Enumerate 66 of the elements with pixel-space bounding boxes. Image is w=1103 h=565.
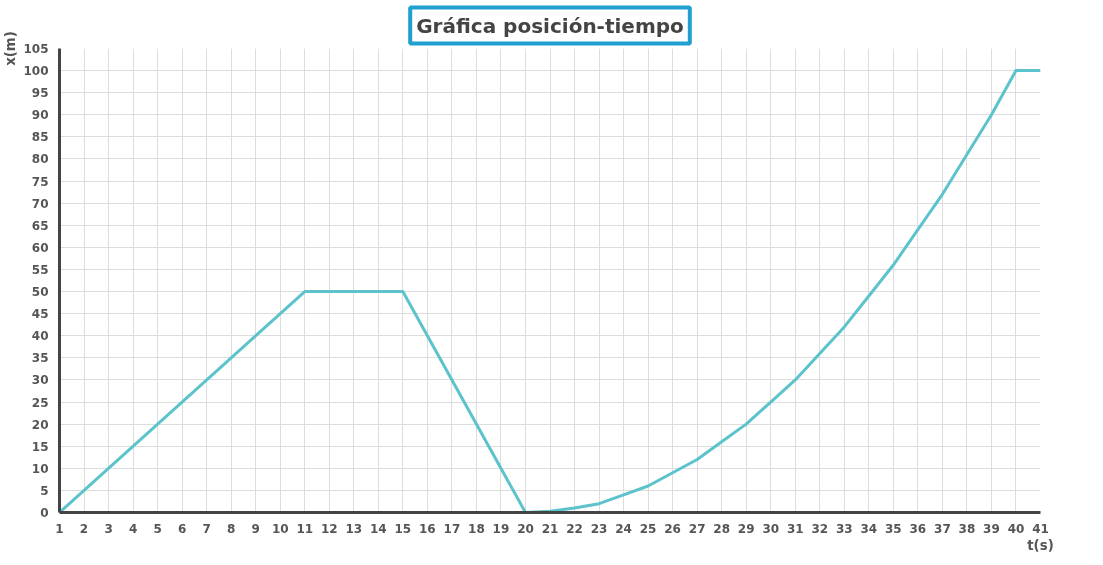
y-tick-label: 5 — [40, 483, 49, 498]
x-tick-label: 9 — [251, 521, 260, 536]
x-tick-label: 28 — [713, 521, 731, 536]
x-tick-label: 7 — [202, 521, 211, 536]
x-tick-label: 14 — [369, 521, 387, 536]
y-tick-label: 85 — [31, 130, 49, 145]
y-tick-label: 0 — [40, 506, 49, 520]
x-tick-label: 39 — [983, 521, 1000, 536]
y-tick-label: 15 — [31, 439, 49, 454]
x-tick-label: 10 — [271, 521, 289, 536]
y-tick-label: 35 — [31, 351, 49, 366]
x-tick-label: 24 — [615, 521, 632, 536]
x-tick-label: 37 — [934, 521, 951, 536]
y-tick-label: 95 — [31, 86, 49, 101]
x-tick-label: 3 — [104, 521, 113, 536]
x-tick-label: 2 — [79, 521, 89, 536]
x-tick-label: 31 — [786, 521, 804, 536]
y-tick-label: 65 — [31, 218, 49, 233]
y-tick-label: 30 — [31, 373, 49, 388]
x-tick-label: 8 — [227, 521, 236, 536]
x-tick-label: 4 — [128, 521, 138, 536]
x-tick-label: 19 — [492, 521, 510, 536]
x-tick-label: 16 — [419, 521, 436, 536]
x-tick-label: 22 — [566, 521, 583, 536]
x-tick-label: 13 — [345, 521, 363, 536]
y-tick-label: 45 — [31, 307, 49, 322]
x-tick-label: 29 — [737, 521, 755, 536]
y-tick-label: 80 — [31, 152, 49, 167]
x-tick-label: 11 — [296, 521, 314, 536]
x-tick-label: 33 — [835, 521, 853, 536]
y-tick-label: 50 — [31, 285, 49, 300]
y-tick-label: 75 — [31, 174, 49, 189]
x-tick-label: 15 — [394, 521, 412, 536]
y-tick-label: 55 — [31, 262, 49, 277]
x-tick-label: 25 — [639, 521, 657, 536]
y-tick-label: 100 — [23, 64, 49, 79]
x-tick-label: 26 — [664, 521, 681, 536]
y-tick-label: 105 — [23, 42, 49, 56]
y-tick-label: 70 — [31, 196, 49, 211]
x-tick-label: 34 — [860, 521, 878, 536]
x-tick-label: 23 — [590, 521, 608, 536]
x-tick-label: 27 — [688, 521, 706, 536]
y-tick-label: 40 — [31, 329, 49, 344]
chart-title: Gráfica posición-tiempo — [416, 13, 684, 38]
y-tick-label: 10 — [31, 461, 49, 476]
x-axis-title: t(s) — [1027, 537, 1054, 553]
x-tick-label: 1 — [55, 521, 64, 536]
x-tick-label: 6 — [177, 521, 187, 536]
x-tick-label: 5 — [153, 521, 162, 536]
y-tick-label: 20 — [31, 417, 49, 432]
y-tick-label: 60 — [31, 240, 49, 255]
y-axis-title: x(m) — [3, 31, 19, 66]
x-tick-label: 35 — [885, 521, 902, 536]
x-tick-label: 32 — [811, 521, 829, 536]
x-tick-label: 12 — [320, 521, 338, 536]
x-tick-label: 41 — [1032, 521, 1049, 536]
y-tick-label: 90 — [31, 108, 49, 123]
x-tick-label: 36 — [909, 521, 927, 536]
x-tick-label: 20 — [517, 521, 534, 536]
x-tick-label: 30 — [762, 521, 780, 536]
x-tick-label: 38 — [958, 521, 976, 536]
x-tick-label: 21 — [541, 521, 559, 536]
x-tick-label: 40 — [1007, 521, 1025, 536]
x-tick-label: 17 — [443, 521, 461, 536]
x-tick-label: 18 — [468, 521, 485, 536]
y-tick-label: 25 — [31, 395, 49, 410]
